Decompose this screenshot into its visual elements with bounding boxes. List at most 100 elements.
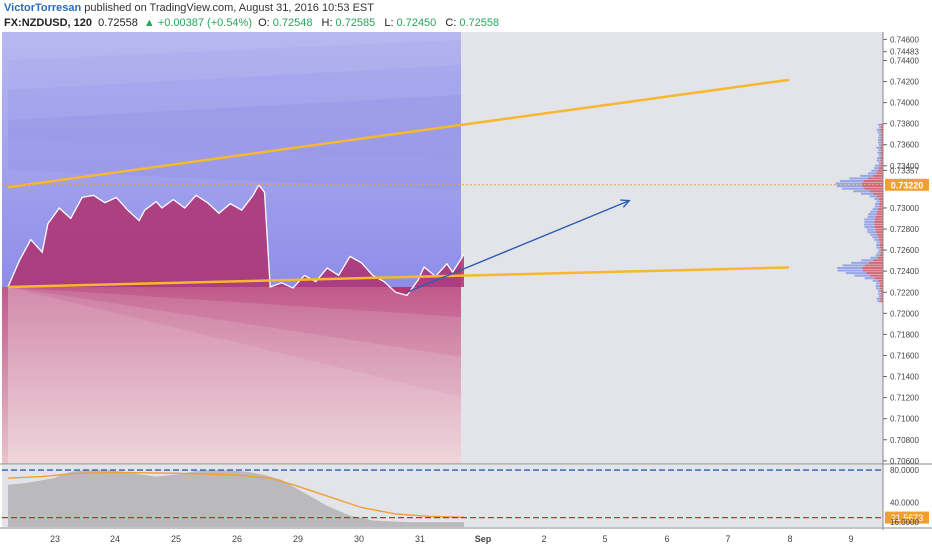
- volume-bar-up: [878, 139, 881, 141]
- price-tick-label: 0.72800: [890, 225, 919, 234]
- volume-bar-up: [879, 144, 881, 146]
- volume-bar-down: [863, 270, 883, 272]
- volume-bar-up: [842, 264, 864, 266]
- time-axis[interactable]: 23 24 25 26 29 30 31 Sep 2 5 6 7 8 9: [50, 534, 854, 544]
- volume-bar-up: [846, 272, 866, 274]
- volume-bar-up: [861, 193, 873, 195]
- time-tick-label: 30: [354, 534, 364, 544]
- price-tick-label: 0.73357: [890, 166, 919, 175]
- volume-bar-down: [879, 167, 883, 169]
- volume-bar-up: [874, 167, 879, 169]
- price-tick-label: 0.74000: [890, 99, 919, 108]
- price-tick-label: 0.71000: [890, 415, 919, 424]
- price-tick-label: 0.72600: [890, 246, 919, 255]
- volume-bar-up: [838, 270, 863, 272]
- volume-bar-up: [860, 175, 872, 177]
- price-tick-label: 0.74600: [890, 35, 919, 44]
- time-tick-label: 9: [848, 534, 853, 544]
- volume-bar-down: [878, 236, 883, 238]
- time-tick-label: 24: [110, 534, 120, 544]
- volume-bar-up: [870, 211, 877, 213]
- volume-bar-down: [870, 190, 883, 192]
- time-tick-label: 23: [50, 534, 60, 544]
- price-tick-label: 0.74483: [890, 48, 919, 57]
- time-tick-label: 26: [232, 534, 242, 544]
- volume-bar-down: [862, 267, 883, 269]
- volume-bar-up: [875, 203, 879, 205]
- volume-bar-down: [879, 165, 883, 167]
- price-tick-label: 0.71600: [890, 351, 919, 360]
- volume-bar-up: [875, 165, 879, 167]
- volume-bar-up: [878, 290, 881, 292]
- price-tick-label: 0.72200: [890, 288, 919, 297]
- volume-bar-up: [879, 295, 881, 297]
- volume-bar-up: [878, 142, 881, 144]
- volume-bar-up: [875, 206, 880, 208]
- volume-bar-up: [876, 246, 880, 248]
- volume-bar-down: [879, 239, 883, 241]
- volume-bar-down: [868, 177, 883, 179]
- volume-bar-down: [877, 211, 883, 213]
- price-tag-label: 0.73220: [891, 180, 924, 190]
- volume-bar-up: [878, 293, 881, 295]
- volume-bar-down: [879, 198, 883, 200]
- price-tick-label: 0.71400: [890, 373, 919, 382]
- volume-bar-up: [854, 275, 870, 277]
- volume-bar-up: [868, 216, 876, 218]
- volume-bar-up: [868, 172, 876, 174]
- rsi-axis[interactable]: 80.0000 40.0000 21.567316.0000: [885, 466, 929, 527]
- volume-bar-down: [865, 264, 883, 266]
- volume-bar-down: [874, 223, 883, 225]
- volume-bar-down: [879, 206, 883, 208]
- price-tick-label: 0.71200: [890, 394, 919, 403]
- volume-bar-up: [861, 259, 873, 261]
- volume-bar-up: [870, 234, 877, 236]
- price-axis[interactable]: 0.74600 0.744830.74400 0.74200 0.74000 0.738…: [883, 35, 929, 465]
- volume-bar-down: [877, 257, 883, 259]
- price-tick-label: 0.72000: [890, 309, 919, 318]
- time-tick-label: 29: [293, 534, 303, 544]
- volume-bar-up: [867, 229, 876, 231]
- volume-bar-up: [879, 162, 881, 164]
- volume-bar-up: [878, 131, 881, 133]
- volume-bar-up: [874, 239, 879, 241]
- volume-bar-up: [849, 177, 867, 179]
- volume-bar-up: [870, 195, 877, 197]
- volume-bar-up: [851, 262, 868, 264]
- volume-bar-up: [865, 277, 875, 279]
- price-tick-label: 0.74400: [890, 56, 919, 65]
- volume-bar-down: [873, 259, 883, 261]
- volume-bar-down: [869, 262, 883, 264]
- volume-bar-up: [876, 282, 880, 284]
- volume-bar-up: [835, 183, 861, 185]
- volume-bar-down: [875, 226, 883, 228]
- volume-bar-up: [876, 254, 880, 256]
- volume-bar-up: [864, 218, 874, 220]
- price-tick-label: 0.74200: [890, 78, 919, 87]
- volume-bar-up: [879, 126, 881, 128]
- time-tick-label: Sep: [475, 534, 492, 544]
- volume-bar-up: [877, 159, 880, 161]
- price-tick-label: 0.72400: [890, 267, 919, 276]
- volume-bar-up: [842, 188, 865, 190]
- volume-bar-down: [875, 221, 883, 223]
- volume-bar-down: [873, 175, 883, 177]
- volume-bar-down: [878, 170, 883, 172]
- rsi-tick-label: 40.0000: [890, 499, 919, 508]
- volume-bar-down: [864, 180, 883, 182]
- volume-bar-up: [879, 249, 881, 251]
- volume-bar-down: [862, 183, 883, 185]
- rsi-tick-label: 16.0000: [890, 518, 919, 527]
- volume-bar-down: [876, 213, 883, 215]
- volume-bar-up: [876, 244, 880, 246]
- volume-bar-up: [872, 236, 878, 238]
- volume-bar-up: [877, 129, 880, 131]
- volume-bar-up: [876, 287, 880, 289]
- price-tick-label: 0.73800: [890, 120, 919, 129]
- time-tick-label: 8: [787, 534, 792, 544]
- volume-bar-down: [862, 185, 883, 187]
- time-tick-label: 2: [541, 534, 546, 544]
- volume-bar-up: [876, 200, 880, 202]
- time-tick-label: 25: [171, 534, 181, 544]
